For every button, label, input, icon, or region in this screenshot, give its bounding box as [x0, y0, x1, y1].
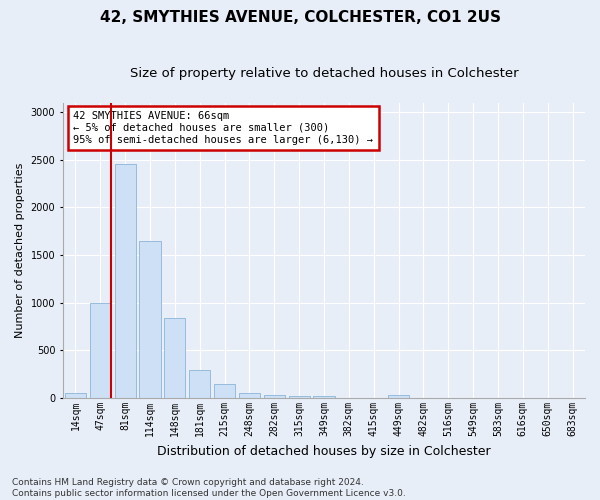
Bar [164, 318, 185, 398]
Bar [263, 395, 285, 398]
Bar [139, 241, 161, 398]
Bar [115, 164, 136, 398]
Bar [289, 396, 310, 398]
Bar [214, 384, 235, 398]
Bar [65, 393, 86, 398]
Bar [239, 394, 260, 398]
Title: Size of property relative to detached houses in Colchester: Size of property relative to detached ho… [130, 68, 518, 80]
Y-axis label: Number of detached properties: Number of detached properties [15, 162, 25, 338]
Bar [313, 396, 335, 398]
X-axis label: Distribution of detached houses by size in Colchester: Distribution of detached houses by size … [157, 444, 491, 458]
Text: 42, SMYTHIES AVENUE, COLCHESTER, CO1 2US: 42, SMYTHIES AVENUE, COLCHESTER, CO1 2US [100, 10, 500, 25]
Bar [89, 303, 111, 398]
Bar [388, 396, 409, 398]
Text: Contains HM Land Registry data © Crown copyright and database right 2024.
Contai: Contains HM Land Registry data © Crown c… [12, 478, 406, 498]
Bar [189, 370, 210, 398]
Text: 42 SMYTHIES AVENUE: 66sqm
← 5% of detached houses are smaller (300)
95% of semi-: 42 SMYTHIES AVENUE: 66sqm ← 5% of detach… [73, 112, 373, 144]
